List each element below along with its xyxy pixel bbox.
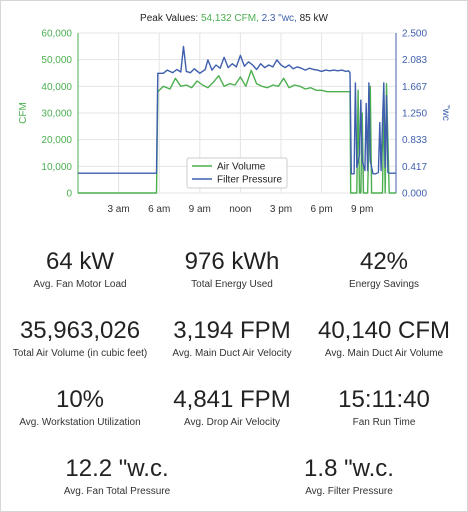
stat-value: 64 kW [45, 248, 114, 275]
y-right-tick-label: 0.000 [402, 189, 427, 200]
stat-value: 4,841 FPM [173, 386, 291, 413]
y-left-tick-label: 60,000 [41, 29, 72, 40]
peak-values-line: Peak Values: 54,132 CFM, 2.3 "wc, 85 kW [0, 13, 468, 24]
stat-drop-air-velocity: 4,841 FPM Avg. Drop Air Velocity [152, 386, 312, 429]
air-volume-filter-pressure-chart: 0 0.000 10,000 0.417 20,000 0.833 30,000 1.250 4… [18, 29, 451, 216]
y-left-tick-label: 40,000 [41, 82, 72, 93]
legend-filter-pressure-label: Filter Pressure [217, 175, 282, 186]
legend-air-volume-label: Air Volume [217, 162, 266, 173]
stat-energy-savings: 42% Energy Savings [304, 248, 464, 291]
stat-value: 3,194 FPM [173, 317, 291, 344]
stat-fan-run-time: 15:11:40 Fan Run Time [304, 386, 464, 429]
x-tick-label: 6 am [148, 204, 170, 215]
y-right-tick-label: 1.667 [402, 82, 427, 93]
x-tick-label: 6 pm [310, 204, 332, 215]
stat-value: 12.2 "w.c. [65, 455, 169, 482]
y-left-tick-label: 0 [66, 189, 72, 200]
stat-value: 42% [359, 248, 409, 275]
stat-total-energy-used: 976 kWh Total Energy Used [152, 248, 312, 291]
y-left-tick-label: 10,000 [41, 162, 72, 173]
peak-wc-value: 2.3 "wc, [261, 13, 297, 24]
stat-main-duct-air-volume: 40,140 CFM Avg. Main Duct Air Volume [304, 317, 464, 360]
x-tick-label: 9 pm [351, 204, 373, 215]
x-tick-label: 3 am [107, 204, 129, 215]
stat-label: Avg. Fan Total Pressure [63, 486, 171, 497]
y-right-tick-label: 0.417 [402, 162, 427, 173]
stat-label: Total Air Volume (in cubic feet) [12, 348, 148, 359]
stat-main-duct-air-velocity: 3,194 FPM Avg. Main Duct Air Velocity [152, 317, 312, 360]
x-tick-label: noon [229, 204, 251, 215]
stat-label: Avg. Main Duct Air Velocity [172, 348, 292, 359]
series-air-volume-line [78, 69, 396, 194]
x-tick-label: 9 am [189, 204, 211, 215]
stat-value: 40,140 CFM [317, 317, 451, 344]
stat-value: 1.8 "w.c. [304, 455, 394, 482]
peak-values-prefix: Peak Values: [140, 13, 199, 24]
peak-kw-value: 85 kW [299, 13, 328, 24]
y-left-axis-title: CFM [18, 102, 29, 124]
stat-value: 35,963,026 [19, 317, 141, 344]
stat-fan-motor-load: 64 kW Avg. Fan Motor Load [0, 248, 160, 291]
stat-label: Avg. Main Duct Air Volume [324, 348, 444, 359]
y-right-tick-label: 2.083 [402, 55, 427, 66]
stat-value: 15:11:40 [338, 386, 430, 413]
stat-filter-pressure: 1.8 "w.c. Avg. Filter Pressure [264, 455, 434, 498]
y-left-tick-label: 20,000 [41, 135, 72, 146]
y-right-tick-label: 2.500 [402, 29, 427, 40]
stat-label: Fan Run Time [352, 417, 416, 428]
stat-label: Avg. Workstation Utilization [19, 417, 141, 428]
stat-workstation-utilization: 10% Avg. Workstation Utilization [0, 386, 160, 429]
stat-label: Avg. Filter Pressure [305, 486, 393, 497]
stat-label: Avg. Fan Motor Load [33, 279, 127, 290]
series-filter-pressure-line [78, 45, 396, 175]
stat-total-air-volume: 35,963,026 Total Air Volume (in cubic fe… [0, 317, 160, 360]
y-right-tick-label: 0.833 [402, 135, 427, 146]
stat-fan-total-pressure: 12.2 "w.c. Avg. Fan Total Pressure [32, 455, 202, 498]
y-right-tick-label: 1.250 [402, 109, 427, 120]
stat-label: Total Energy Used [191, 279, 273, 290]
y-right-axis-title: "wc [440, 105, 451, 121]
x-tick-label: 3 pm [270, 204, 292, 215]
stat-value: 10% [55, 386, 105, 413]
stat-label: Energy Savings [348, 279, 420, 290]
stat-label: Avg. Drop Air Velocity [184, 417, 280, 428]
y-left-tick-label: 50,000 [41, 55, 72, 66]
y-left-tick-label: 30,000 [41, 109, 72, 120]
stat-value: 976 kWh [184, 248, 280, 275]
peak-cfm-value: 54,132 CFM, [201, 13, 259, 24]
